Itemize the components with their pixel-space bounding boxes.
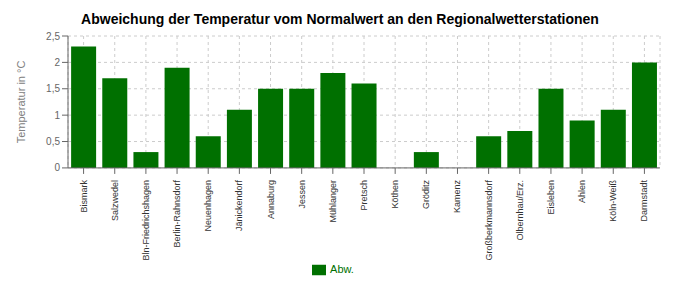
svg-text:Ahlen: Ahlen bbox=[577, 180, 587, 203]
svg-text:0,5: 0,5 bbox=[46, 136, 60, 147]
svg-text:Eisleben: Eisleben bbox=[546, 180, 556, 215]
svg-text:Olbernhau/Erz.: Olbernhau/Erz. bbox=[515, 180, 525, 241]
html-text:Abweichung der Temperatur vom: Abweichung der Temperatur vom Normalwert… bbox=[81, 11, 599, 27]
svg-text:Berlin-Rahnsdorf: Berlin-Rahnsdorf bbox=[172, 179, 182, 247]
svg-text:1,5: 1,5 bbox=[46, 83, 60, 94]
svg-text:0: 0 bbox=[54, 162, 60, 173]
svg-text:Temperatur in °C: Temperatur in °C bbox=[15, 61, 27, 144]
svg-text:Pretsch: Pretsch bbox=[359, 180, 369, 211]
svg-text:2: 2 bbox=[54, 57, 60, 68]
svg-text:2,5: 2,5 bbox=[46, 31, 60, 42]
svg-text:Köln-Weiß: Köln-Weiß bbox=[608, 179, 618, 221]
svg-text:Köthen: Köthen bbox=[390, 180, 400, 209]
svg-text:Großberkmannsdorf: Großberkmannsdorf bbox=[484, 179, 494, 260]
svg-text:Bismark: Bismark bbox=[79, 179, 89, 212]
svg-text:Bln-Friedrichshagen: Bln-Friedrichshagen bbox=[141, 180, 151, 261]
svg-text:Kamenz: Kamenz bbox=[452, 179, 462, 213]
svg-text:Mühlanger: Mühlanger bbox=[328, 180, 338, 223]
svg-text:Neuenhagen: Neuenhagen bbox=[203, 180, 213, 232]
html-text:Abw.: Abw. bbox=[330, 262, 354, 275]
svg-text:Jessen: Jessen bbox=[297, 180, 307, 209]
svg-text:Annaburg: Annaburg bbox=[266, 180, 276, 219]
svg-text:1: 1 bbox=[54, 110, 60, 121]
svg-text:Jänickendorf: Jänickendorf bbox=[234, 179, 244, 231]
svg-text:Salzwedel: Salzwedel bbox=[110, 180, 120, 221]
svg-text:Gröditz: Gröditz bbox=[421, 179, 431, 209]
svg-text:Darmstadt: Darmstadt bbox=[639, 179, 649, 221]
